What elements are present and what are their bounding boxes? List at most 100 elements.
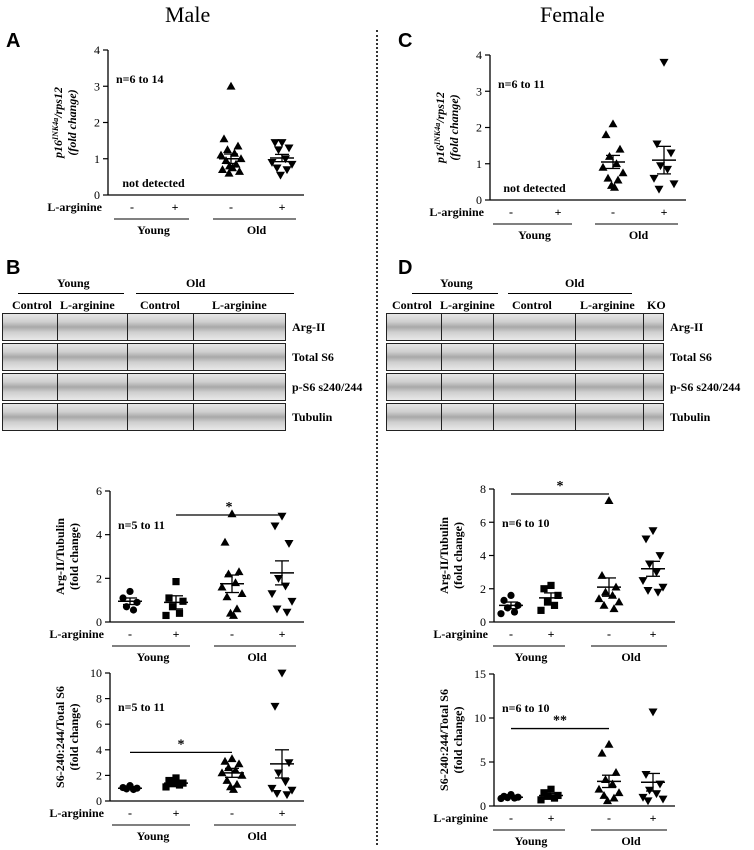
treatment-sign: -: [509, 205, 513, 219]
y-tick-label: 0: [94, 188, 100, 202]
data-point: [550, 794, 559, 802]
data-point: [604, 739, 614, 748]
data-point: [175, 609, 184, 617]
data-point: [603, 796, 612, 805]
data-point: [612, 159, 621, 168]
treatment-row-label: L-arginine: [49, 806, 104, 820]
panel-letter-b: B: [6, 257, 21, 279]
blot-b-sub-1: L-arginine: [60, 298, 115, 312]
treatment-row-label: L-arginine: [429, 205, 484, 219]
data-point: [221, 156, 231, 164]
blot-b-group-old: Old: [186, 276, 206, 290]
data-point: [594, 784, 604, 793]
data-point: [284, 540, 294, 548]
treatment-sign: +: [173, 806, 180, 820]
y-tick-label: 3: [94, 79, 100, 93]
treatment-row-label: L-arginine: [433, 627, 488, 641]
data-point: [604, 496, 614, 505]
y-tick-label: 2: [476, 121, 482, 135]
y-tick-label: 6: [480, 515, 486, 529]
data-point: [601, 587, 610, 596]
blot-b-row-tubulin: Tubulin: [292, 410, 333, 424]
data-point: [537, 606, 545, 614]
treatment-row-label: L-arginine: [433, 811, 488, 825]
y-axis-label-2: (fold change): [451, 522, 465, 589]
y-tick-label: 0: [480, 615, 486, 629]
data-point: [598, 162, 608, 171]
data-point: [543, 598, 552, 606]
group-label-old: Old: [247, 650, 267, 664]
data-point: [599, 600, 609, 609]
data-point: [540, 585, 548, 593]
blot-b-row-arg2: Arg-II: [292, 320, 326, 334]
data-point: [267, 590, 277, 599]
data-point: [267, 159, 277, 167]
treatment-sign: -: [607, 627, 611, 641]
data-point: [229, 610, 238, 619]
not-detected-note: not detected: [503, 181, 566, 195]
data-point: [234, 567, 244, 576]
y-tick-label: 0: [480, 799, 486, 813]
data-point: [510, 608, 519, 616]
sample-size-annotation: n=6 to 10: [502, 701, 550, 715]
treatment-sign: -: [130, 200, 134, 214]
data-point: [597, 748, 607, 757]
chart-b-s6: 0 2 4 6 8 10 S6-240:244/Total S6 (fold change) n…: [49, 666, 304, 843]
data-point: [652, 140, 662, 149]
panel-letter-a: A: [6, 30, 21, 52]
data-point: [172, 774, 180, 782]
treatment-sign: -: [607, 811, 611, 825]
data-point: [537, 796, 545, 804]
blot-d-sub-3: L-arginine: [580, 298, 635, 312]
y-tick-label: 4: [96, 743, 102, 757]
panel-letter-c: C: [398, 30, 413, 52]
data-point: [162, 783, 170, 791]
data-point: [613, 175, 623, 184]
data-point: [126, 587, 134, 596]
data-point: [270, 139, 280, 147]
y-tick-label: 2: [96, 768, 102, 782]
data-point: [277, 139, 287, 147]
blot-d-strip-tubulin: [386, 403, 664, 431]
data-point: [550, 601, 559, 609]
treatment-sign: +: [555, 205, 562, 219]
blot-d-group-old: Old: [565, 276, 585, 290]
data-point: [270, 522, 280, 531]
blot-d-row-arg2: Arg-II: [670, 320, 704, 334]
y-tick-label: 3: [476, 84, 482, 98]
data-point: [232, 779, 242, 788]
data-point: [282, 791, 292, 800]
blot-d-row-tubulin: Tubulin: [670, 410, 711, 424]
treatment-sign: +: [650, 811, 657, 825]
blot-d-young-line: [412, 293, 498, 294]
data-point: [610, 182, 619, 191]
data-point: [287, 786, 297, 795]
data-point: [237, 770, 247, 779]
data-point: [226, 81, 236, 90]
chart-b-argii: 0 2 4 6 Arg-II/Tubulin (fold change) n=5 to 11…: [49, 484, 304, 664]
blot-d-strip-arg2: [386, 313, 664, 341]
data-point: [216, 150, 226, 159]
group-label-old: Old: [621, 650, 641, 664]
data-point: [497, 794, 505, 803]
data-point: [554, 591, 562, 599]
treatment-sign: +: [279, 806, 286, 820]
treatment-sign: +: [172, 200, 179, 214]
y-tick-label: 4: [94, 43, 100, 57]
y-axis-label: S6-240:244/Total S6: [437, 689, 451, 791]
treatment-row-label: L-arginine: [49, 627, 104, 641]
y-axis-label-2: (fold change): [67, 523, 81, 590]
y-tick-label: 2: [96, 571, 102, 585]
y-tick-label: 4: [480, 549, 486, 563]
treatment-sign: -: [229, 200, 233, 214]
data-point: [601, 130, 611, 139]
data-point: [223, 145, 232, 154]
data-point: [618, 168, 628, 177]
data-point: [653, 588, 663, 597]
treatment-sign: -: [230, 806, 234, 820]
sample-size-annotation: n=5 to 11: [118, 700, 165, 714]
blot-d-row-ps6: p-S6 s240/244: [670, 380, 741, 394]
y-axis-label-2: (fold change): [451, 707, 465, 774]
data-point: [282, 608, 292, 617]
